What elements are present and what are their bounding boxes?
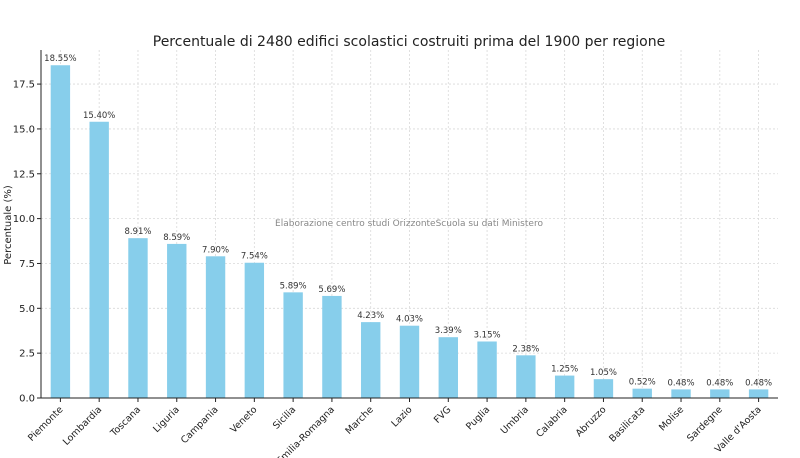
bar-value-label: 7.54% (241, 252, 268, 262)
bar (516, 355, 536, 398)
x-tick-label: Sardegne (685, 404, 725, 444)
bar-value-label: 3.39% (435, 326, 462, 336)
bar (361, 322, 381, 398)
bar-value-label: 7.90% (202, 245, 229, 255)
x-tick-label: Sicilia (271, 404, 298, 431)
source-annotation: Elaborazione centro studi OrizzonteScuol… (275, 219, 543, 229)
y-tick-label: 17.5 (13, 80, 35, 91)
x-tick-label: Basilicata (607, 404, 647, 444)
x-tick-label: Campania (179, 404, 221, 446)
y-tick-label: 15.0 (13, 124, 35, 135)
bar (50, 65, 71, 398)
bar-value-label: 18.55% (44, 54, 76, 64)
y-tick-label: 0.0 (19, 394, 35, 405)
bar (710, 389, 730, 398)
y-tick-label: 2.5 (19, 349, 35, 360)
x-tick-label: Piemonte (26, 404, 65, 443)
bar (205, 256, 226, 398)
bar-value-label: 8.59% (163, 233, 190, 243)
x-tick-label: Liguria (151, 404, 182, 435)
y-tick-label: 7.5 (19, 259, 35, 270)
bar-value-label: 0.48% (668, 378, 695, 388)
x-tick-label: Puglia (464, 404, 492, 432)
bar (322, 295, 342, 398)
bar (167, 243, 187, 398)
bar-value-label: 1.25% (551, 365, 578, 375)
bar-value-label: 1.05% (590, 368, 617, 378)
x-tick-label: Molise (657, 404, 686, 433)
bar (748, 389, 769, 398)
bar-value-label: 5.69% (318, 285, 345, 295)
x-tick-label: Umbria (499, 404, 531, 436)
bar-value-label: 8.91% (124, 227, 151, 237)
bar (438, 337, 458, 398)
bar (89, 121, 109, 399)
x-tick-label: Abruzzo (574, 404, 609, 439)
bar-value-label: 0.52% (629, 378, 656, 388)
bar-value-label: 0.48% (706, 378, 733, 388)
x-tick-label: FVG (432, 404, 453, 425)
y-tick-label: 10.0 (13, 214, 35, 225)
x-tick-label: Lazio (389, 404, 414, 429)
bars-layer: 18.55% 15.40% 8.91% 8.59% 7.90% 7.54% 5.89% 5.6… (44, 54, 772, 399)
chart-title: Percentuale di 2480 edifici scolastici c… (153, 34, 665, 50)
x-tick-label: Lombardia (61, 404, 104, 447)
bar-value-label: 2.38% (512, 344, 539, 354)
y-tick-label: 12.5 (13, 169, 35, 180)
bar (244, 262, 265, 398)
bar-value-label: 4.23% (357, 311, 384, 321)
x-tick-label: Marche (343, 404, 375, 436)
bar-value-label: 15.40% (83, 111, 115, 121)
y-axis-label: Percentuale (%) (3, 185, 14, 265)
bar-value-label: 4.03% (396, 315, 423, 325)
bar (554, 375, 575, 398)
bar (128, 238, 148, 398)
bar (671, 389, 691, 398)
axes-layer: 0.0 2.5 5.0 7.5 10.0 12.5 15.0 17.5 PiemonteLomb… (13, 50, 778, 458)
bar (477, 341, 497, 398)
x-tick-label: Calabria (534, 404, 570, 440)
bar-value-label: 5.89% (280, 281, 307, 291)
bar (283, 292, 303, 398)
bar (593, 379, 614, 398)
x-tick-label: Veneto (228, 404, 259, 435)
bar (632, 388, 652, 398)
y-tick-label: 5.0 (19, 304, 35, 315)
bar-value-label: 0.48% (745, 378, 772, 388)
x-tick-label: Toscana (108, 404, 143, 439)
bar (399, 325, 420, 398)
bar-value-label: 3.15% (474, 330, 501, 340)
